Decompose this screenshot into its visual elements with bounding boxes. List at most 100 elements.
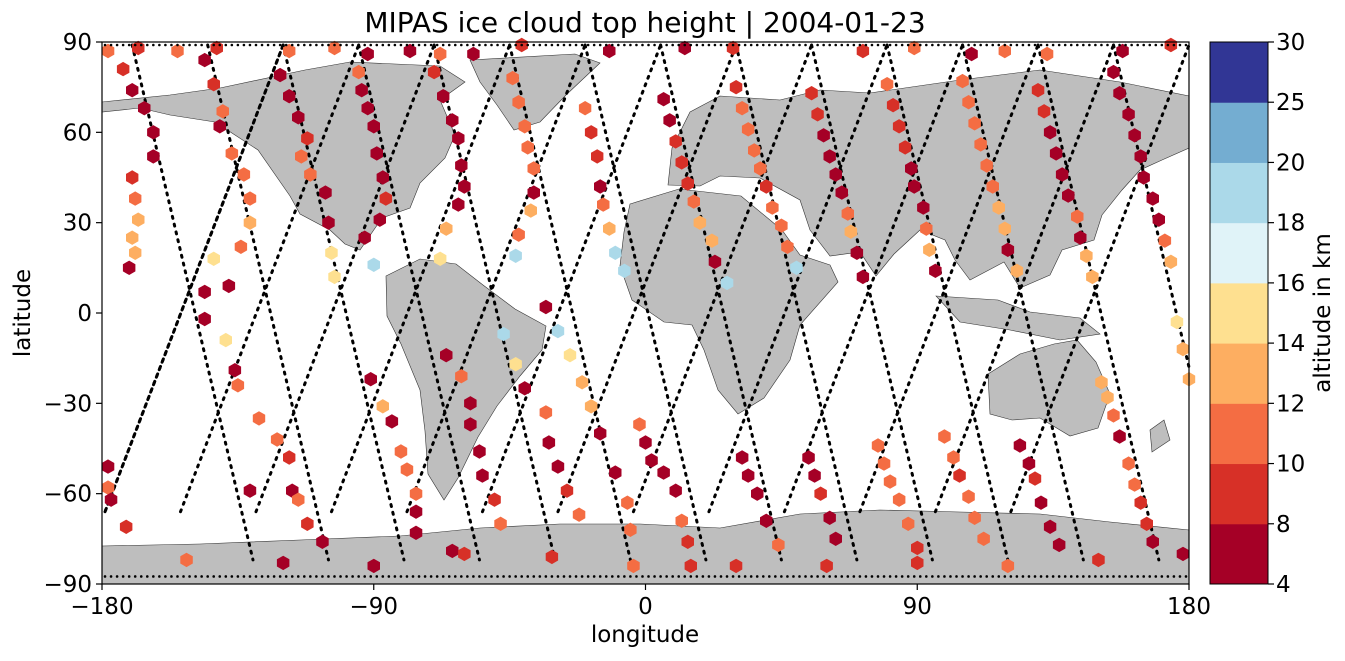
pole-dot <box>870 43 874 47</box>
pole-dot <box>1045 575 1049 578</box>
orbit-track <box>432 43 557 562</box>
data-point <box>316 534 329 549</box>
pole-dot <box>460 575 463 578</box>
pole-dot <box>351 43 354 47</box>
pole-dot <box>145 575 149 578</box>
pole-dot <box>659 43 662 47</box>
colorbar-bin <box>1210 162 1268 224</box>
pole-dot <box>737 575 741 578</box>
data-point <box>373 212 386 227</box>
data-point <box>962 489 975 504</box>
data-point <box>1140 516 1153 531</box>
data-point <box>880 77 894 92</box>
data-point <box>322 215 335 230</box>
data-point <box>1122 107 1135 122</box>
pole-dot <box>912 43 916 47</box>
data-point <box>766 200 779 215</box>
pole-dot <box>798 575 801 578</box>
pole-dot <box>653 575 656 578</box>
pole-dot <box>906 575 910 578</box>
data-point <box>844 224 858 239</box>
pole-dot <box>1100 43 1103 47</box>
pole-dot <box>139 43 143 47</box>
pole-dot <box>417 575 421 578</box>
data-point <box>1040 46 1054 62</box>
data-point <box>678 40 691 56</box>
data-point <box>720 275 734 291</box>
pole-dot <box>490 575 493 578</box>
pole-dot <box>369 43 373 47</box>
pole-dot <box>828 43 831 47</box>
pole-dot <box>339 575 342 578</box>
pole-dot <box>206 43 209 47</box>
pole-dot <box>737 43 741 47</box>
pole-dot <box>532 575 536 578</box>
pole-dot <box>943 43 946 47</box>
data-point <box>729 80 743 95</box>
data-point <box>138 101 151 116</box>
greenland-land <box>469 53 601 131</box>
data-point <box>325 245 338 260</box>
data-point <box>1113 86 1126 101</box>
x-axis-label: longitude <box>591 622 699 648</box>
pole-dot <box>834 575 838 578</box>
colorbar-tick-label: 20 <box>1276 150 1305 176</box>
pole-dot <box>574 575 578 578</box>
data-point <box>911 540 924 556</box>
data-point <box>126 170 139 185</box>
orbit-track <box>179 43 361 514</box>
pole-dot <box>647 43 650 47</box>
data-point <box>645 453 658 468</box>
data-point <box>427 64 441 80</box>
pole-dot <box>321 575 324 578</box>
pole-dot <box>453 43 457 47</box>
data-point <box>633 417 646 432</box>
pole-dot <box>864 43 868 47</box>
pole-dot <box>610 43 614 47</box>
pole-dot <box>182 575 185 578</box>
pole-dot <box>441 43 445 47</box>
pole-dot <box>719 43 723 47</box>
pole-dot <box>472 575 475 578</box>
pole-dot <box>472 43 475 47</box>
data-point <box>805 86 818 101</box>
y-tick-label: −90 <box>43 572 92 598</box>
pole-dot <box>1160 43 1164 47</box>
pole-dot <box>562 43 566 47</box>
data-point <box>817 128 830 143</box>
data-point <box>243 215 257 230</box>
pole-dot <box>1154 43 1158 47</box>
pole-dot <box>260 43 264 47</box>
data-point <box>237 167 251 182</box>
pole-dot <box>1009 43 1013 47</box>
data-point <box>455 369 468 384</box>
data-point <box>621 495 634 510</box>
colorbar: 4 8 10 12 14 16 18 20 25 30 <box>1209 30 1305 598</box>
data-point <box>358 230 371 245</box>
data-point <box>101 459 115 474</box>
pole-dot <box>623 43 626 47</box>
data-point <box>328 40 341 56</box>
pole-dot <box>997 43 1001 47</box>
data-point <box>243 191 257 206</box>
pole-dot <box>822 43 825 47</box>
data-point <box>304 167 317 182</box>
pole-dot <box>1160 575 1164 578</box>
pole-dot <box>1124 43 1127 47</box>
data-point <box>1037 104 1051 119</box>
pole-dot <box>701 575 705 578</box>
pole-dot <box>931 43 934 47</box>
data-point <box>126 230 139 245</box>
data-point <box>231 378 245 393</box>
data-point <box>1128 477 1141 492</box>
pole-dot <box>194 43 197 47</box>
pole-dot <box>133 43 137 47</box>
data-point <box>962 95 975 110</box>
pole-dot <box>925 575 928 578</box>
data-point <box>823 510 836 525</box>
data-point <box>986 179 999 194</box>
data-point <box>1071 209 1084 224</box>
pole-dot <box>641 575 644 578</box>
data-point <box>563 348 577 363</box>
pole-dot <box>242 43 246 47</box>
